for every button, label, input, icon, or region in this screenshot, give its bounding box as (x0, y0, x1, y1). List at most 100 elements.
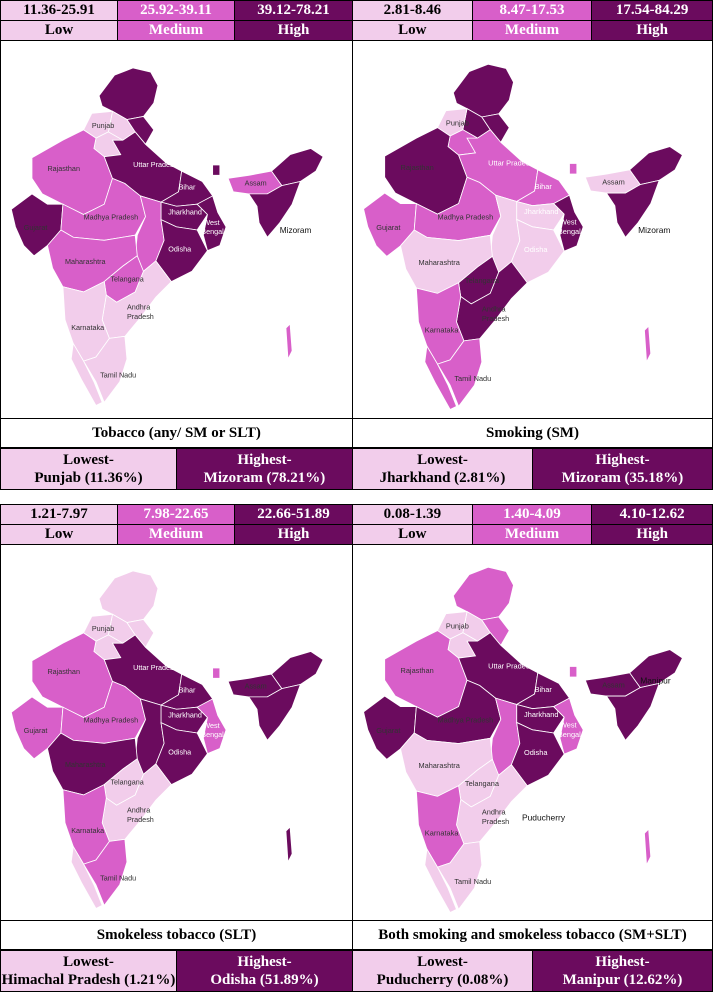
state-label-west-bengal-1: West (203, 721, 219, 730)
india-map-svg: Punjab Rajasthan Uttar Pradesh Bihar Jharkha… (363, 566, 683, 914)
state-label-telangana: Telangana (110, 275, 144, 284)
highest-value: Mizoram (78.21%) (203, 470, 326, 486)
state-region-sikkim (212, 667, 221, 679)
highest-label: Highest- (595, 954, 650, 970)
highest-state: Highest- Odisha (51.89%) (177, 951, 352, 991)
legend-medium-range: 25.92-39.11 (118, 1, 235, 21)
state-region-tamil_nadu (82, 335, 128, 404)
legend: 2.81-8.46 8.47-17.53 17.54-84.29 Low Med… (353, 1, 712, 41)
india-map-svg: Punjab Rajasthan Uttar Pradesh Bihar Jharkha… (10, 570, 324, 910)
state-region-jk (98, 67, 159, 120)
legend-high-range: 39.12-78.21 (235, 1, 352, 21)
highest-label: Highest- (595, 452, 650, 468)
extremes-tobacco: Lowest- Punjab (11.36%) Highest- Mizoram… (0, 448, 353, 490)
state-label-andhra-1: Andhra (482, 304, 507, 313)
legend-medium-label: Medium (118, 21, 235, 41)
legend: 11.36-25.91 25.92-39.11 39.12-78.21 Low … (1, 1, 352, 41)
highest-value: Odisha (51.89%) (210, 972, 319, 988)
legend-high-label: High (592, 21, 712, 41)
state-label-odisha: Odisha (524, 748, 548, 757)
state-region-odisha (155, 721, 208, 786)
state-label-telangana: Telangana (110, 778, 144, 787)
state-label-jharkhand: Jharkhand (524, 710, 558, 719)
legend-high-label: High (235, 525, 352, 545)
callout-label: Mizoram (280, 226, 312, 235)
state-label-gujarat: Gujarat (376, 223, 400, 232)
state-label-uttar-pradesh: Uttar Pradesh (133, 160, 178, 169)
state-label-karnataka: Karnataka (71, 826, 105, 835)
legend-medium-range: 7.98-22.65 (118, 505, 235, 525)
state-region-islands (285, 826, 293, 864)
state-label-andhra-2: Pradesh (482, 314, 509, 323)
state-region-mizoram (605, 179, 660, 239)
legend-low-label: Low (353, 525, 473, 545)
state-region-tamil_nadu (436, 841, 483, 911)
state-label-karnataka: Karnataka (71, 323, 105, 332)
lowest-value: Punjab (11.36%) (34, 470, 143, 486)
state-label-bihar: Bihar (535, 685, 553, 694)
state-label-rajasthan: Rajasthan (401, 666, 434, 675)
state-region-sikkim (569, 666, 578, 678)
legend-low-label: Low (353, 21, 473, 41)
map-title: Smokeless tobacco (SLT) (1, 920, 352, 949)
lowest-state: Lowest- Himachal Pradesh (1.21%) (1, 951, 177, 991)
legend-medium-range: 1.40-4.09 (472, 505, 593, 525)
state-label-andhra-2: Pradesh (127, 312, 154, 321)
state-label-odisha: Odisha (168, 245, 192, 254)
highest-state: Highest- Mizoram (35.18%) (533, 449, 712, 489)
extremes-smoking: Lowest- Jharkhand (2.81%) Highest- Mizor… (352, 448, 713, 490)
highest-label: Highest- (237, 954, 292, 970)
callout-label: Mizoram (638, 225, 670, 235)
state-label-telangana: Telangana (465, 779, 500, 788)
state-label-jharkhand: Jharkhand (524, 207, 558, 216)
state-label-rajasthan: Rajasthan (401, 163, 434, 172)
state-label-andhra-1: Andhra (127, 302, 151, 311)
state-region-islands (643, 828, 652, 867)
state-label-punjab: Punjab (92, 121, 114, 130)
india-map: Punjab Rajasthan Uttar Pradesh Bihar Jharkha… (353, 545, 712, 921)
legend-high-range: 22.66-51.89 (235, 505, 352, 525)
state-label-gujarat: Gujarat (24, 223, 48, 232)
state-label-uttar-pradesh: Uttar Pradesh (488, 159, 534, 168)
state-region-mizoram (247, 180, 302, 238)
state-region-mizoram (247, 683, 302, 741)
state-label-maharashtra: Maharashtra (418, 761, 460, 770)
state-label-west-bengal-2: Bengal (558, 227, 581, 236)
lowest-state: Lowest- Puducherry (0.08%) (353, 951, 533, 991)
state-label-bihar: Bihar (535, 182, 553, 191)
state-label-west-bengal-1: West (560, 218, 577, 227)
state-label-west-bengal-2: Bengal (201, 227, 224, 236)
state-region-jk (452, 566, 514, 621)
state-region-uttarakhand (481, 616, 510, 647)
state-label-tamil-nadu: Tamil Nadu (454, 877, 491, 886)
india-map: Punjab Rajasthan Uttar Pradesh Bihar Jharkha… (353, 41, 712, 419)
state-region-tamil_nadu (436, 338, 483, 408)
india-map-svg: Punjab Rajasthan Uttar Pradesh Bihar Jharkha… (10, 67, 324, 407)
state-label-madhya-pradesh: Madhya Pradesh (84, 716, 139, 725)
state-label-andhra-2: Pradesh (127, 815, 154, 824)
state-label-assam: Assam (245, 682, 267, 691)
legend: 1.21-7.97 7.98-22.65 22.66-51.89 Low Med… (1, 505, 352, 545)
state-label-uttar-pradesh: Uttar Pradesh (133, 663, 178, 672)
state-label-bihar: Bihar (179, 183, 196, 192)
state-region-jk (452, 63, 514, 118)
state-label-gujarat: Gujarat (24, 726, 48, 735)
map-title: Both smoking and smokeless tobacco (SM+S… (353, 920, 712, 949)
legend-low-range: 11.36-25.91 (1, 1, 118, 21)
state-region-odisha (155, 218, 208, 283)
lowest-label: Lowest- (63, 452, 114, 468)
lowest-label: Lowest- (63, 954, 114, 970)
state-region-ne (270, 147, 324, 187)
state-label-west-bengal-1: West (203, 218, 219, 227)
state-label-punjab: Punjab (446, 621, 469, 630)
lowest-label: Lowest- (417, 452, 468, 468)
state-label-jharkhand: Jharkhand (168, 208, 202, 217)
legend-low-label: Low (1, 525, 118, 545)
legend-high-label: High (592, 525, 712, 545)
map-panel-both: 0.08-1.39 1.40-4.09 4.10-12.62 Low Mediu… (352, 504, 713, 950)
state-region-jk (98, 570, 159, 623)
lowest-value: Puducherry (0.08%) (376, 972, 509, 988)
state-label-karnataka: Karnataka (425, 828, 460, 837)
state-region-tamil_nadu (82, 838, 128, 907)
legend-low-label: Low (1, 21, 118, 41)
